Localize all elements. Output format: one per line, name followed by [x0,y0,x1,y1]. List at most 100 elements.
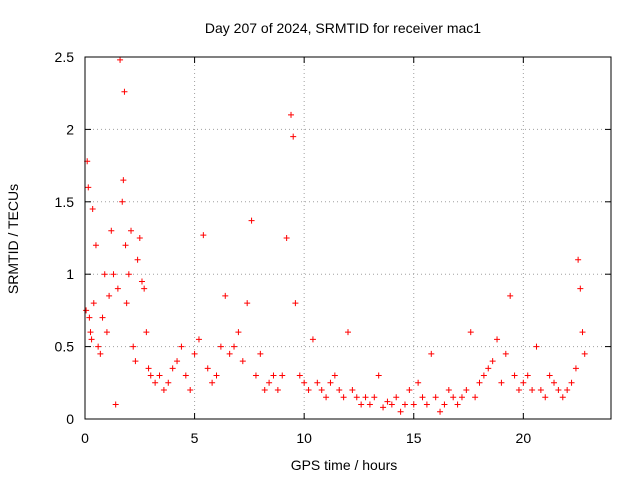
data-point [290,133,297,140]
data-point [187,387,194,394]
data-point [257,350,264,357]
data-point [114,285,121,292]
x-tick-label: 10 [296,430,312,446]
data-point [419,394,426,401]
data-point [437,408,444,415]
data-point [520,379,527,386]
data-point [467,329,474,336]
data-point [564,387,571,394]
data-point [217,343,224,350]
data-point [101,271,108,278]
data-point [261,387,268,394]
data-point [120,177,127,184]
data-point [226,350,233,357]
data-point [296,372,303,379]
data-point [279,372,286,379]
data-point [122,242,129,249]
data-point [581,350,588,357]
data-point [353,394,360,401]
y-tick-label: 0.5 [55,339,75,355]
data-point [87,329,94,336]
data-point [239,358,246,365]
data-point [110,271,117,278]
data-point [458,394,465,401]
data-point [301,379,308,386]
data-point [568,379,575,386]
data-point [141,285,148,292]
data-point [445,387,452,394]
data-point [309,336,316,343]
data-point [485,365,492,372]
data-point [182,372,189,379]
data-point [559,394,566,401]
data-point [90,300,97,307]
data-point [266,379,273,386]
data-point [143,329,150,336]
data-point [524,372,531,379]
data-point [248,217,255,224]
data-point [92,242,99,249]
data-point [340,394,347,401]
data-point [336,387,343,394]
data-point [323,394,330,401]
data-point [132,358,139,365]
data-point [119,198,126,205]
data-point [511,372,518,379]
data-point [546,372,553,379]
data-point [314,379,321,386]
data-point [529,387,536,394]
data-point [117,56,124,63]
data-point [572,365,579,372]
data-point [406,387,413,394]
data-point [502,350,509,357]
data-point [86,314,93,321]
data-point [108,227,115,234]
data-point [450,394,457,401]
x-axis-label: GPS time / hours [291,457,398,473]
data-point [99,314,106,321]
data-point [555,387,562,394]
data-point [393,394,400,401]
grid [85,57,611,419]
data-points [83,56,588,415]
data-point [112,401,119,408]
data-point [575,256,582,263]
data-point [209,379,216,386]
data-point [252,372,259,379]
data-point [138,278,145,285]
data-point [327,379,334,386]
data-point [123,300,130,307]
data-point [292,300,299,307]
data-point [174,358,181,365]
data-point [428,350,435,357]
data-point [165,379,172,386]
data-point [103,329,110,336]
data-point [507,292,514,299]
data-point [204,365,211,372]
chart-title: Day 207 of 2024, SRMTID for receiver mac… [205,20,481,36]
y-axis-label: SRMTID / TECUs [5,184,21,294]
data-point [147,372,154,379]
data-point [362,394,369,401]
y-tick-label: 1.5 [55,194,75,210]
data-point [130,343,137,350]
x-tick-label: 15 [406,430,422,446]
data-point [542,394,549,401]
data-point [551,379,558,386]
data-point [121,88,128,95]
data-point [537,387,544,394]
data-point [244,300,251,307]
data-point [288,111,295,118]
data-point [156,372,163,379]
data-point [371,394,378,401]
data-point [125,271,132,278]
data-point [128,227,135,234]
data-point [489,358,496,365]
data-point [397,408,404,415]
data-point [498,379,505,386]
data-point [415,379,422,386]
y-tick-label: 1 [66,266,74,282]
data-point [515,387,522,394]
data-point [152,379,159,386]
